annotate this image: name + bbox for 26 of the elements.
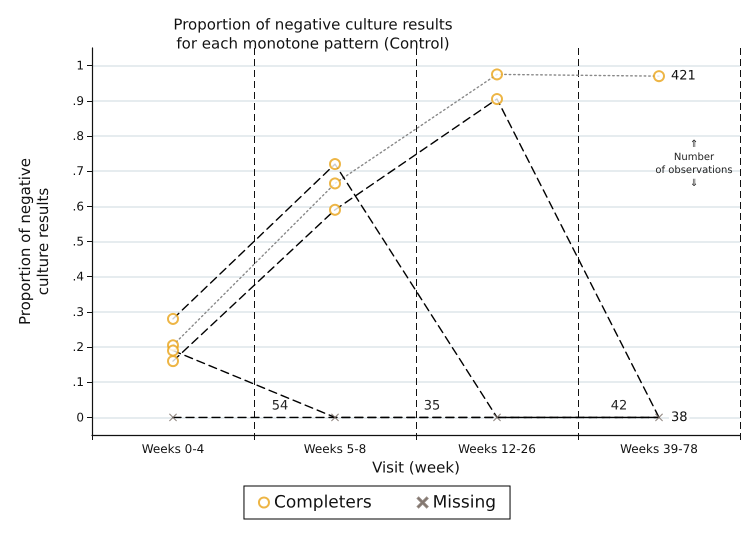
annotation: ⇑ Number of observations ⇓: [655, 139, 733, 189]
x-tick-label: Weeks 5-8: [304, 442, 366, 456]
y-axis-title: Proportion of negative culture results: [16, 158, 52, 325]
y-tick-label: .8: [72, 128, 84, 143]
annotation: 421: [671, 68, 696, 84]
chart-title: Proportion of negative culture results for each monotone pattern (Control): [173, 16, 453, 52]
y-tick-label: .5: [72, 234, 84, 248]
y-tick-label: .7: [72, 164, 84, 178]
x-tick-label: Weeks 0-4: [142, 442, 204, 456]
annotation: 42: [610, 398, 628, 414]
y-tick-label: 0: [76, 410, 84, 424]
y-tick-label: .4: [72, 270, 84, 284]
x-axis-title: Visit (week): [372, 458, 460, 476]
y-tick-label: .3: [72, 304, 84, 319]
legend-label: Missing: [432, 492, 496, 512]
annotation: 35: [424, 398, 440, 414]
annotation: 54: [272, 398, 288, 414]
y-tick-label: 1: [76, 58, 84, 73]
x-tick-label: Weeks 39-78: [620, 442, 698, 456]
annotation: 38: [671, 410, 688, 425]
y-tick-label: .2: [72, 340, 84, 354]
y-tick-label: .9: [72, 94, 84, 108]
x-tick-label: Weeks 12-26: [458, 442, 536, 456]
y-tick-label: .6: [72, 199, 84, 214]
legend-label: Completers: [274, 492, 372, 512]
y-tick-label: .1: [72, 375, 84, 390]
